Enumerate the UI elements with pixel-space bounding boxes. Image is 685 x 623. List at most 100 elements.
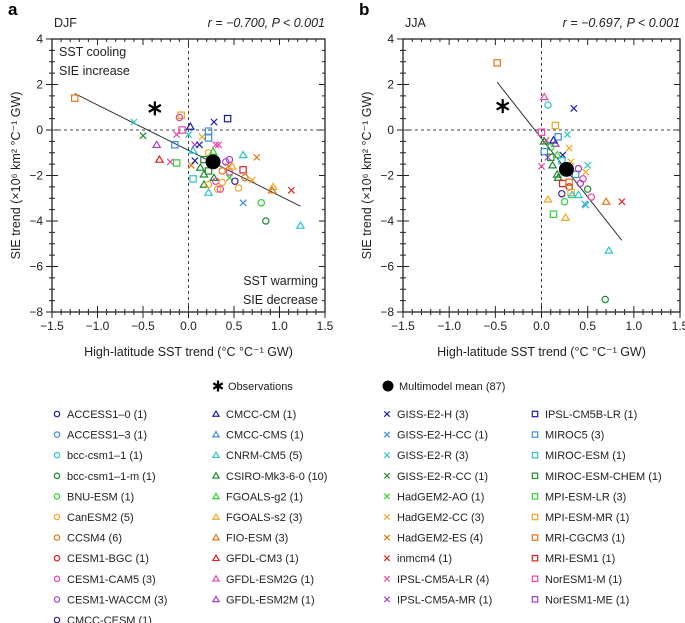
regression-line [74, 93, 301, 207]
model-point [618, 198, 626, 206]
model-point [583, 185, 592, 193]
x-tick-label: −0.5 [483, 319, 507, 333]
observations-legend-label: Observations [228, 381, 293, 393]
legend-triangle-icon [211, 451, 221, 459]
model-point [172, 159, 181, 167]
legend-circle-icon [53, 493, 61, 500]
x-tick-label: 1.0 [271, 319, 288, 333]
model-point [204, 180, 213, 189]
panel-b: b JJA r = −0.697, P < 0.001 −1.5 −1.0 −0.5 0.0… [359, 0, 685, 359]
model-point [582, 168, 590, 176]
legend-label: GFDL-ESM2G (1) [226, 574, 314, 586]
model-point [171, 141, 179, 149]
x-tick-label: −1.5 [391, 319, 415, 333]
legend-label: GISS-E2-H-CC (1) [397, 430, 488, 442]
legend-label: NorESM1-M (1) [545, 574, 622, 586]
model-point [209, 173, 219, 181]
model-point [154, 154, 165, 163]
y-tick-label: −6 [29, 260, 43, 274]
legend-cross-icon [383, 410, 391, 418]
model-point [558, 189, 566, 198]
model-point [225, 155, 234, 164]
model-point [241, 174, 249, 182]
x-tick-label: −1.5 [40, 319, 64, 333]
model-point [253, 153, 261, 161]
model-point [565, 144, 573, 152]
legend-label: ACCESS1–0 (1) [67, 409, 147, 421]
legend-cross-icon [383, 493, 391, 500]
x-tick-label: −1.0 [437, 319, 461, 333]
observation-point [148, 101, 162, 116]
quadrant-annotation: SIE decrease [243, 293, 318, 307]
model-point [239, 199, 247, 207]
legend-label: MIROC-ESM (1) [545, 450, 626, 462]
y-axis-label: SIE trend (×10⁶ km² °C⁻¹ GW) [360, 92, 374, 260]
x-tick-label: 0.0 [180, 319, 197, 333]
model-point [539, 136, 550, 145]
legend-label: CESM1-WACCM (3) [67, 594, 167, 606]
model-point [563, 130, 571, 139]
legend-label: MPI-ESM-MR (1) [545, 512, 629, 524]
model-point [151, 140, 162, 149]
legend-label: CESM1-BGC (1) [67, 553, 149, 565]
quadrant-annotation: SST warming [243, 274, 318, 288]
model-point [238, 150, 248, 159]
model-point [184, 130, 193, 139]
legend-square-icon [531, 534, 539, 541]
y-tick-label: 0 [36, 123, 43, 137]
multimodel-mean-point [205, 154, 221, 170]
model-point [214, 141, 223, 149]
observations-legend-icon [212, 380, 224, 392]
legend-square-icon [531, 575, 539, 583]
model-point [191, 157, 199, 165]
legend-label: FGOALS-g2 (1) [226, 491, 303, 503]
legend-label: FGOALS-s2 (3) [226, 512, 302, 524]
legend-label: ACCESS1–3 (1) [67, 430, 147, 442]
model-point [204, 134, 213, 142]
legend-label: GFDL-CM3 (1) [226, 553, 299, 565]
legend-square-icon [531, 554, 539, 562]
model-point [571, 170, 580, 179]
model-point [537, 162, 546, 170]
legend-label: GISS-E2-R-CC (1) [397, 471, 488, 483]
panel-a: a DJF r = −0.700, P < 0.001 −1.5 −1.0 −0.5 0.0… [8, 0, 334, 359]
legend-label: MIROC5 (3) [545, 430, 604, 442]
model-point [543, 194, 553, 203]
legend-label: BNU-ESM (1) [67, 491, 134, 503]
model-point [544, 101, 552, 109]
legend-label: CanESM2 (5) [67, 512, 134, 524]
x-tick-label: 1.5 [317, 319, 334, 333]
model-point [548, 135, 559, 144]
panel-letter: a [8, 0, 18, 19]
y-tick-label: −6 [380, 260, 394, 274]
model-point [212, 177, 220, 185]
legend-square-icon [531, 596, 539, 603]
plot-frame [51, 38, 326, 313]
legend-label: FIO-ESM (3) [226, 533, 288, 545]
model-point [576, 179, 585, 188]
model-point [552, 150, 562, 159]
legend-cross-icon [383, 452, 391, 459]
model-point [204, 127, 213, 135]
legend-cross-icon [383, 575, 391, 582]
legend-square-icon [531, 431, 539, 438]
legend-triangle-icon [211, 595, 221, 603]
mean-legend-icon [382, 380, 394, 392]
model-point [570, 104, 578, 112]
legend-square-icon [531, 472, 539, 480]
legend-circle-icon [53, 554, 61, 562]
model-point [551, 121, 560, 130]
legend-square-icon [531, 513, 539, 521]
model-point [539, 92, 550, 101]
x-tick-label: 1.0 [625, 319, 642, 333]
model-point [584, 161, 592, 169]
y-tick-label: −2 [29, 169, 43, 183]
legend-label: IPSL-CM5B-LR (1) [545, 409, 637, 421]
model-point [248, 176, 256, 184]
model-point [558, 179, 567, 188]
model-point [166, 158, 174, 166]
legend-triangle-icon [211, 512, 221, 520]
model-point [210, 118, 218, 126]
model-point [70, 94, 79, 102]
legend-label: GFDL-ESM2M (1) [226, 594, 315, 606]
